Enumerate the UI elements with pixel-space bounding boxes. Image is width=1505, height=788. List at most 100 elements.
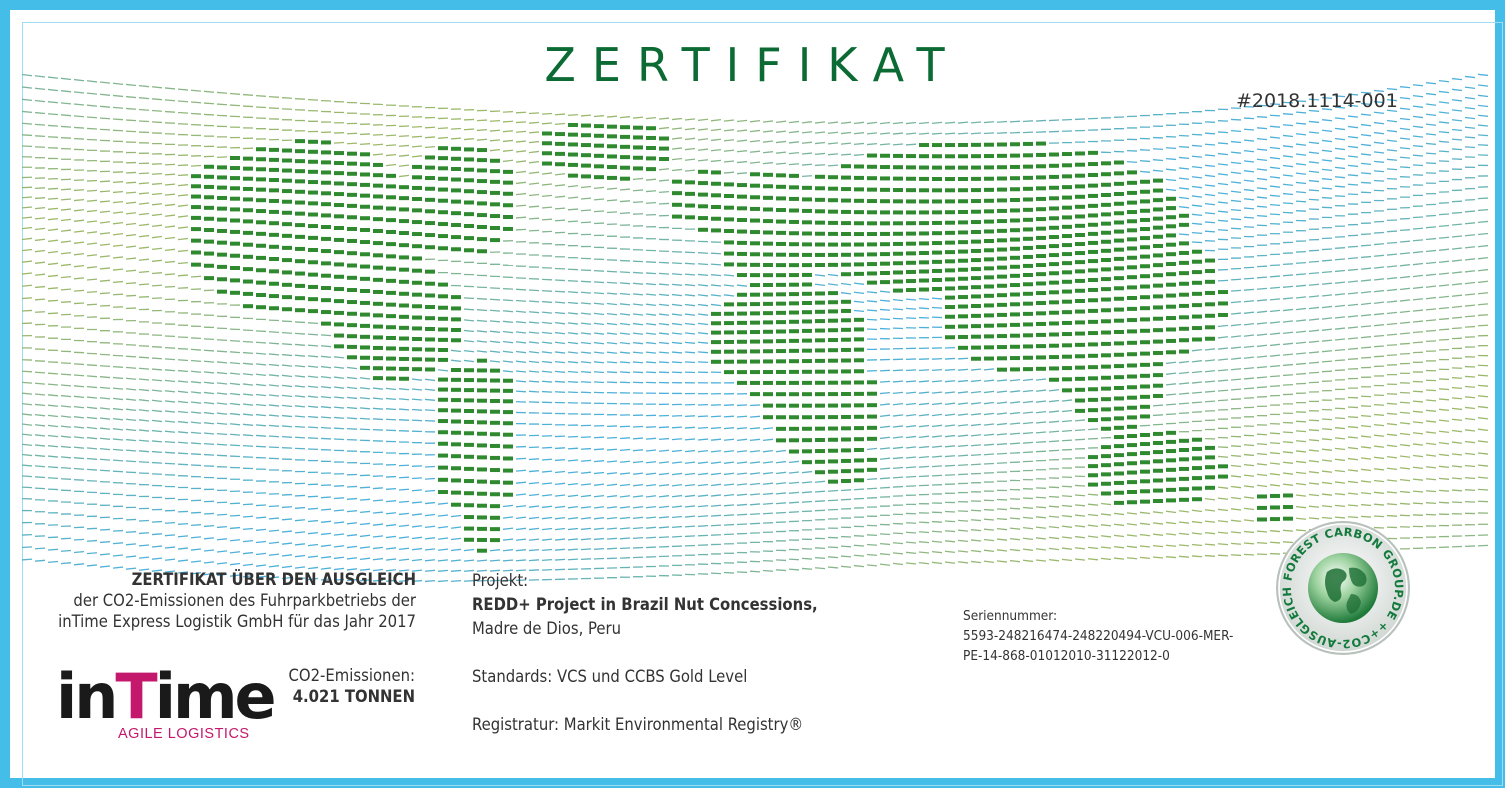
map-wave-dash bbox=[268, 517, 280, 520]
map-wave-dash bbox=[476, 119, 488, 122]
map-wave-dash bbox=[1204, 202, 1216, 206]
map-wave-dash bbox=[1256, 127, 1268, 130]
map-wave-dash bbox=[1399, 252, 1411, 255]
map-wave-dash bbox=[411, 536, 423, 540]
map-wave-dash bbox=[931, 413, 943, 417]
map-wave-dash bbox=[658, 293, 670, 297]
map-wave-dash bbox=[333, 376, 345, 379]
map-wave-dash bbox=[515, 170, 527, 174]
map-wave-dash bbox=[866, 318, 878, 321]
map-wave-dash bbox=[1295, 494, 1307, 497]
map-wave-dash bbox=[918, 121, 930, 125]
map-wave-dash bbox=[1230, 218, 1242, 221]
map-wave-dash bbox=[21, 546, 33, 549]
map-wave-dash bbox=[1425, 454, 1437, 457]
map-wave-dash bbox=[632, 526, 644, 530]
map-wave-dash bbox=[281, 542, 293, 545]
map-wave-dash bbox=[1191, 381, 1203, 384]
map-wave-dash bbox=[359, 557, 371, 561]
map-wave-dash bbox=[242, 105, 254, 108]
map-wave-dash bbox=[1035, 516, 1047, 519]
map-wave-dash bbox=[1295, 330, 1307, 334]
map-wave-dash bbox=[1256, 310, 1268, 314]
map-wave-dash bbox=[957, 424, 969, 427]
map-wave-dash bbox=[216, 573, 228, 577]
map-wave-dash bbox=[1347, 268, 1359, 271]
map-wave-dash bbox=[1399, 86, 1411, 89]
map-wave-dash bbox=[411, 501, 423, 504]
map-wave-dash bbox=[645, 190, 657, 193]
map-wave-dash bbox=[437, 502, 449, 505]
map-wave-dash bbox=[567, 471, 579, 474]
map-wave-dash bbox=[294, 494, 306, 497]
map-wave-dash bbox=[970, 413, 982, 416]
map-wave-dash bbox=[125, 95, 137, 99]
map-wave-dash bbox=[1451, 418, 1463, 422]
map-wave-dash bbox=[1373, 131, 1385, 135]
map-wave-dash bbox=[1178, 532, 1190, 536]
map-wave-dash bbox=[892, 380, 904, 383]
map-wave-dash bbox=[528, 217, 540, 220]
map-wave-dash bbox=[307, 519, 319, 523]
map-wave-dash bbox=[1282, 164, 1294, 168]
map-wave-dash bbox=[1282, 113, 1294, 116]
map-wave-dash bbox=[1256, 530, 1268, 533]
map-wave-dash bbox=[112, 428, 124, 431]
map-wave-dash bbox=[99, 376, 111, 379]
certificate-number: #2018.1114-001 bbox=[1236, 90, 1398, 112]
map-wave-dash bbox=[1269, 462, 1281, 465]
map-wave-dash bbox=[1360, 102, 1372, 106]
map-wave-dash bbox=[840, 545, 852, 548]
map-wave-dash bbox=[1334, 95, 1346, 98]
map-wave-dash bbox=[1399, 240, 1411, 243]
map-wave-dash bbox=[333, 545, 345, 548]
map-wave-dash bbox=[398, 135, 410, 138]
map-wave-dash bbox=[1295, 440, 1307, 443]
map-wave-dash bbox=[866, 291, 878, 294]
map-wave-dash bbox=[788, 511, 800, 513]
map-wave-dash bbox=[294, 566, 306, 569]
map-wave-dash bbox=[385, 524, 397, 527]
map-wave-dash bbox=[879, 318, 891, 321]
map-wave-dash bbox=[99, 417, 111, 420]
map-wave-dash bbox=[164, 225, 176, 228]
map-wave-dash bbox=[944, 368, 956, 371]
map-wave-dash bbox=[879, 132, 891, 135]
map-wave-dash bbox=[1412, 105, 1424, 108]
map-wave-dash bbox=[60, 251, 72, 255]
map-wave-dash bbox=[1230, 554, 1242, 557]
map-wave-dash bbox=[671, 525, 683, 528]
map-wave-dash bbox=[34, 238, 46, 242]
map-wave-dash bbox=[801, 557, 813, 560]
map-wave-dash bbox=[99, 292, 111, 295]
map-wave-dash bbox=[489, 569, 501, 572]
map-wave-dash bbox=[658, 313, 670, 316]
map-wave-dash bbox=[697, 313, 709, 316]
emissions-value: 4.021 TONNEN bbox=[292, 687, 415, 706]
map-wave-dash bbox=[502, 159, 514, 163]
map-wave-dash bbox=[671, 484, 683, 487]
map-wave-dash bbox=[1451, 259, 1463, 262]
map-wave-dash bbox=[554, 322, 566, 325]
map-wave-dash bbox=[1256, 452, 1268, 456]
map-wave-dash bbox=[489, 579, 501, 582]
map-wave-dash bbox=[1412, 94, 1424, 98]
map-wave-dash bbox=[619, 506, 631, 509]
map-wave-dash bbox=[1334, 316, 1346, 319]
map-wave-dash bbox=[515, 310, 527, 313]
map-wave-dash bbox=[450, 537, 462, 541]
map-wave-dash bbox=[411, 155, 423, 158]
map-wave-dash bbox=[138, 212, 150, 216]
map-wave-dash bbox=[281, 384, 293, 388]
map-wave-dash bbox=[99, 397, 111, 400]
map-wave-dash bbox=[905, 425, 917, 428]
map-wave-dash bbox=[21, 370, 33, 373]
map-wave-dash bbox=[957, 391, 969, 394]
map-wave-dash bbox=[619, 292, 631, 296]
map-wave-dash bbox=[34, 75, 46, 78]
map-wave-dash bbox=[1191, 185, 1203, 189]
map-wave-dash bbox=[918, 380, 930, 383]
map-wave-dash bbox=[1477, 303, 1489, 306]
map-wave-dash bbox=[203, 411, 215, 415]
map-wave-dash bbox=[1464, 452, 1476, 456]
